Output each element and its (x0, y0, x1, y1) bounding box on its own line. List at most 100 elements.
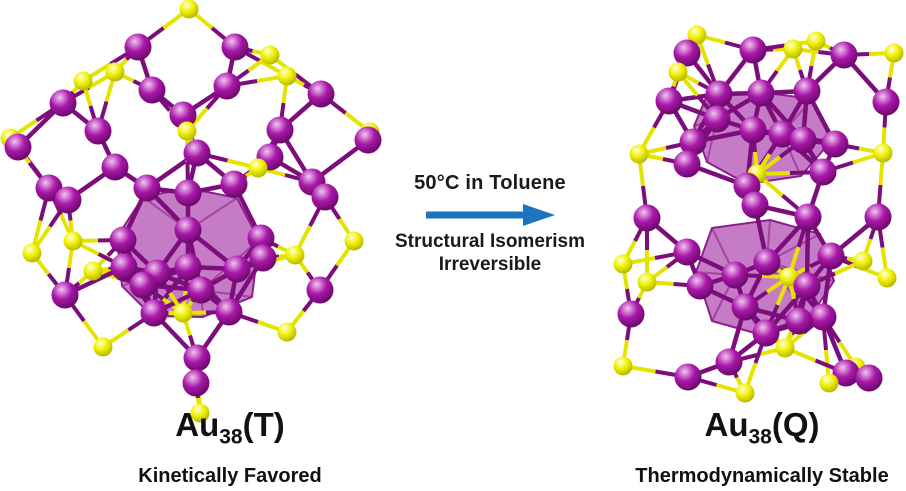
sulfur-atom (613, 356, 633, 376)
reaction-arrow-icon (426, 204, 555, 226)
sulfur-atom (73, 71, 93, 91)
gold-atom (809, 158, 837, 186)
sulfur-atom (873, 143, 893, 163)
gold-atom (721, 261, 749, 289)
gold-atom (174, 253, 202, 281)
sulfur-atom (629, 144, 649, 164)
gold-atom (101, 153, 129, 181)
gold-atom (864, 203, 892, 231)
gold-atom (223, 255, 251, 283)
sulfur-atom (668, 62, 688, 82)
gold-atom (183, 139, 211, 167)
gold-atom (817, 242, 845, 270)
gold-atom (220, 170, 248, 198)
sulfur-atom (613, 254, 633, 274)
gold-atom (4, 133, 32, 161)
sulfur-atom (687, 25, 707, 45)
gold-atom (703, 105, 731, 133)
sulfur-atom (277, 322, 297, 342)
left-formula-element: Au (175, 406, 220, 443)
gold-atom (174, 179, 202, 207)
gold-atom (793, 272, 821, 300)
gold-atom (753, 248, 781, 276)
sulfur-atom (884, 43, 904, 63)
sulfur-atom (806, 31, 826, 51)
gold-atom (109, 226, 137, 254)
sulfur-atom (22, 243, 42, 263)
gold-atom (213, 72, 241, 100)
gold-atom (124, 33, 152, 61)
gold-atom (673, 150, 701, 178)
sulfur-atom (190, 403, 210, 423)
sulfur-atom (105, 62, 125, 82)
sulfur-atom (877, 268, 897, 288)
gold-atom (715, 348, 743, 376)
sulfur-atom (783, 39, 803, 59)
gold-atom (174, 216, 202, 244)
gold-atom (855, 364, 883, 392)
gold-atom (187, 276, 215, 304)
reaction-note: Irreversible (438, 254, 542, 275)
right-formula: Au38(Q) (618, 404, 906, 459)
gold-atom (633, 204, 661, 232)
sulfur-atom (179, 0, 199, 19)
gold-atom (872, 88, 900, 116)
gold-atom (247, 224, 275, 252)
gold-atom (354, 126, 382, 154)
reaction-condition: 50°C in Toluene (414, 172, 566, 194)
right-formula-subscript: 38 (748, 425, 772, 449)
gold-atom (183, 344, 211, 372)
gold-atom (731, 293, 759, 321)
gold-atom (51, 281, 79, 309)
left-formula: Au38(T) (85, 404, 375, 459)
left-formula-subscript: 38 (219, 425, 243, 449)
gold-atom (679, 128, 707, 156)
sulfur-atom (63, 231, 83, 251)
left-structure-label: Au38(T) Kinetically Favored (85, 404, 375, 488)
gold-atom (221, 33, 249, 61)
sulfur-atom (735, 383, 755, 403)
gold-atom (752, 319, 780, 347)
right-formula-element: Au (704, 406, 749, 443)
sulfur-atom (260, 45, 280, 65)
gold-atom (169, 101, 197, 129)
sulfur-atom (248, 158, 268, 178)
gold-atom (266, 116, 294, 144)
gold-atom (686, 272, 714, 300)
sulfur-atom (277, 66, 297, 86)
gold-atom (617, 300, 645, 328)
sulfur-atom (853, 251, 873, 271)
gold-atom (673, 39, 701, 67)
gold-atom (138, 76, 166, 104)
gold-atom (830, 41, 858, 69)
gold-atom (768, 120, 796, 148)
molecule-Au38T (0, 0, 382, 423)
gold-atom (705, 80, 733, 108)
gold-atom (821, 130, 849, 158)
gold-atom (307, 80, 335, 108)
gold-atom (140, 299, 168, 327)
sulfur-atom (83, 261, 103, 281)
right-tagline: Thermodynamically Stable (635, 464, 889, 487)
gold-atom (785, 307, 813, 335)
sulfur-atom (779, 267, 799, 287)
gold-atom (739, 116, 767, 144)
gold-atom (129, 271, 157, 299)
arrow-head (523, 204, 555, 226)
gold-atom (741, 191, 769, 219)
left-formula-isomer: (T) (242, 406, 285, 443)
gold-atom (739, 36, 767, 64)
gold-atom (133, 174, 161, 202)
gold-atom (249, 244, 277, 272)
gold-atom (793, 77, 821, 105)
reaction-process: Structural Isomerism (394, 231, 586, 252)
gold-atom (49, 89, 77, 117)
gold-atom (84, 117, 112, 145)
gold-atom (311, 183, 339, 211)
gold-atom (182, 369, 210, 397)
sulfur-atom (177, 121, 197, 141)
sulfur-atom (637, 272, 657, 292)
gold-atom (809, 303, 837, 331)
